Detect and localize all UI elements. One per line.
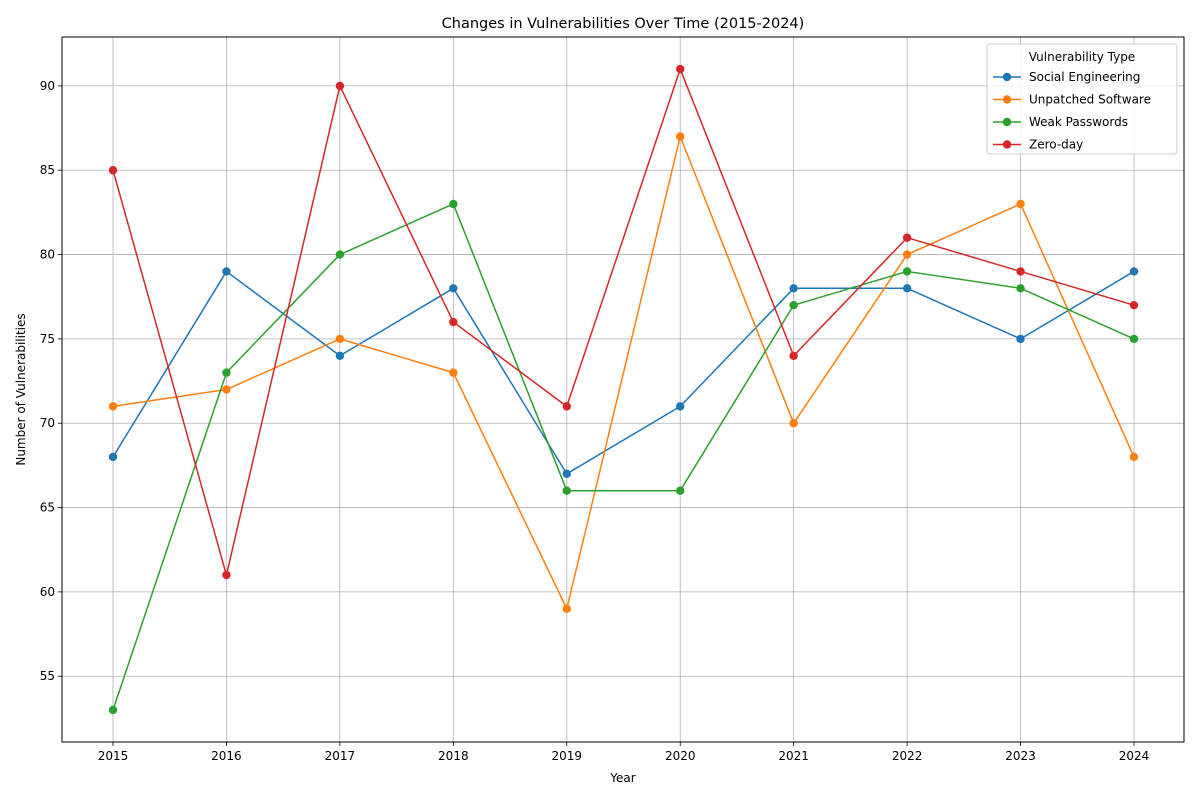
data-point <box>222 570 231 580</box>
data-point <box>789 419 798 428</box>
legend-label: Zero-day <box>1029 138 1083 152</box>
y-axis-label: Number of Vulnerabilities <box>14 313 28 465</box>
data-point <box>789 284 798 293</box>
legend-box <box>986 43 1178 155</box>
data-point <box>449 284 458 293</box>
y-tick-label: 60 <box>40 585 55 599</box>
data-point <box>562 486 571 495</box>
axes: 2015 2016 2017 2018 2019 2020 2021 2022 2023 2024… <box>40 79 1150 763</box>
data-point <box>676 64 685 74</box>
data-point <box>1016 334 1025 344</box>
data-point <box>562 604 571 613</box>
data-point <box>902 250 912 259</box>
legend-swatch-marker <box>1002 117 1012 127</box>
data-point <box>335 351 345 360</box>
data-point <box>676 486 685 495</box>
legend-swatch-marker <box>1002 95 1012 104</box>
chart-title: Changes in Vulnerabilities Over Time (20… <box>442 16 805 32</box>
data-point <box>1016 284 1025 293</box>
series-weak-passwords <box>108 199 1139 715</box>
y-tick-label: 80 <box>40 248 55 262</box>
x-tick-label: 2024 <box>1119 749 1150 763</box>
x-tick-label: 2023 <box>1005 749 1036 763</box>
series-line-weak-passwords <box>112 203 1135 711</box>
data-point <box>449 317 458 327</box>
data-point <box>1129 267 1139 276</box>
data-point <box>1129 452 1139 462</box>
series-unpatched-software <box>108 132 1139 613</box>
data-point <box>449 199 458 209</box>
y-tick-label: 85 <box>40 163 55 177</box>
x-tick-label: 2015 <box>98 749 129 763</box>
data-point <box>902 233 912 242</box>
y-tick-label: 70 <box>40 416 55 430</box>
y-tick-label: 75 <box>40 332 55 346</box>
series-zero-day <box>108 64 1139 580</box>
data-point <box>108 705 118 715</box>
x-tick-label: 2022 <box>892 749 923 763</box>
data-point <box>222 368 231 377</box>
series-layer <box>108 64 1139 715</box>
data-point <box>335 334 345 344</box>
legend-label: Weak Passwords <box>1029 115 1128 129</box>
data-point <box>562 402 571 411</box>
data-point <box>108 166 118 175</box>
x-tick-label: 2017 <box>325 749 356 763</box>
data-point <box>789 351 798 360</box>
data-point <box>562 469 571 479</box>
legend: Vulnerability Type Social Engineering Unpa… <box>986 43 1178 155</box>
data-point <box>108 402 118 411</box>
x-tick-label: 2020 <box>665 749 696 763</box>
data-point <box>1016 267 1025 276</box>
data-point <box>902 284 912 293</box>
data-point <box>449 368 458 377</box>
y-tick-label: 55 <box>40 669 55 683</box>
x-tick-label: 2018 <box>438 749 469 763</box>
x-tick-label: 2021 <box>778 749 809 763</box>
data-point <box>676 132 685 141</box>
legend-title: Vulnerability Type <box>1029 50 1135 64</box>
data-point <box>902 267 912 276</box>
plot-frame <box>61 36 1185 743</box>
x-tick-label: 2016 <box>211 749 242 763</box>
legend-swatch-marker <box>1002 72 1012 82</box>
data-point <box>222 385 231 394</box>
series-line-zero-day <box>112 68 1135 576</box>
legend-swatch-marker <box>1002 140 1012 149</box>
x-tick-label: 2019 <box>552 749 583 763</box>
data-point <box>222 267 231 276</box>
data-point <box>1129 300 1139 310</box>
data-point <box>1016 199 1025 209</box>
legend-label: Unpatched Software <box>1029 93 1151 107</box>
data-point <box>676 402 685 411</box>
legend-label: Social Engineering <box>1029 70 1140 84</box>
data-point <box>789 300 798 310</box>
data-point <box>335 81 345 91</box>
y-tick-label: 90 <box>40 79 55 93</box>
data-point <box>335 250 345 259</box>
series-line-unpatched-software <box>112 135 1135 610</box>
x-axis-label: Year <box>609 771 635 785</box>
data-point <box>1129 334 1139 344</box>
y-tick-label: 65 <box>40 501 55 515</box>
data-point <box>108 452 118 462</box>
